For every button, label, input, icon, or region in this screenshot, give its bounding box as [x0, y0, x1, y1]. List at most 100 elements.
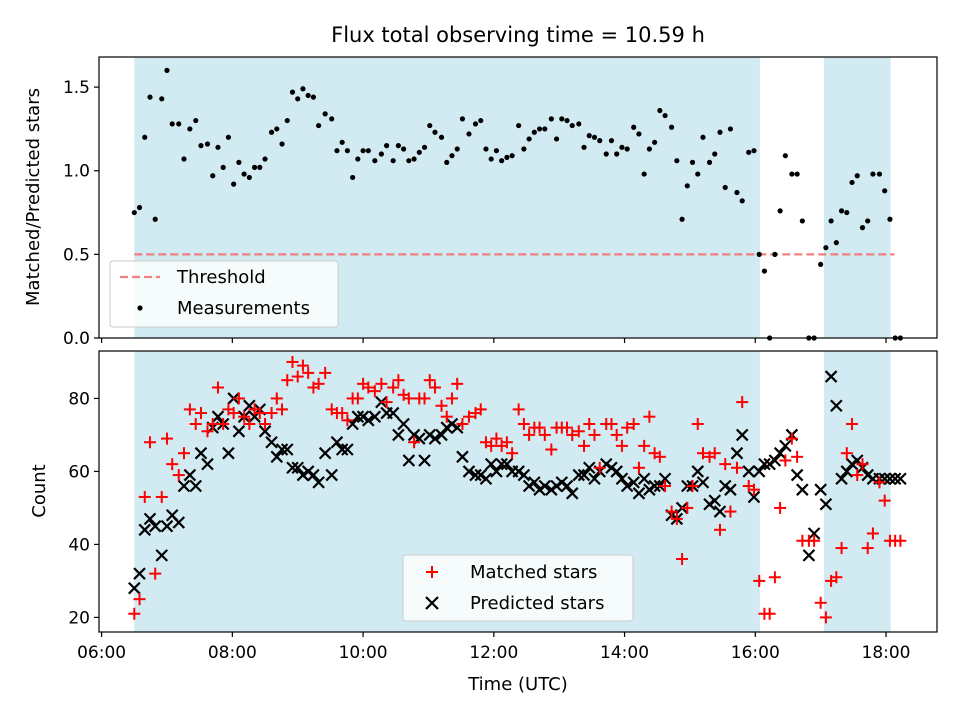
measurement-point [777, 208, 783, 214]
matched-star-marker [232, 392, 245, 405]
measurement-point [608, 138, 615, 144]
measurement-point [712, 151, 718, 157]
matched-star-marker [724, 505, 737, 518]
predicted-star-marker [341, 443, 354, 456]
matched-star-marker [194, 407, 207, 420]
predicted-star-marker [572, 468, 586, 482]
measurement-point [360, 148, 366, 154]
measurement-point [789, 171, 795, 177]
observing-window [823, 351, 891, 632]
predicted-star-marker [128, 581, 141, 595]
predicted-star-marker [402, 454, 416, 467]
matched-star-marker [866, 527, 879, 540]
matched-star-marker [578, 439, 591, 452]
chart-title: Flux total observing time = 10.59 h [331, 23, 705, 47]
measurement-point [152, 216, 158, 222]
measurement-point [225, 134, 232, 140]
matched-star-marker [808, 534, 821, 547]
matched-star-marker [686, 480, 699, 493]
measurement-point [344, 148, 350, 154]
measurement-point [236, 159, 242, 165]
predicted-star-marker [500, 457, 514, 471]
predicted-star-marker [397, 417, 410, 431]
measurement-point [131, 209, 137, 216]
measurement-point [169, 121, 175, 127]
matched-star-marker [155, 490, 168, 503]
measurement-point [416, 149, 422, 155]
matched-star-marker [485, 439, 498, 452]
measurement-point [329, 116, 335, 122]
measurement-point [657, 107, 663, 114]
x-tick-label: 14:00 [600, 643, 649, 663]
y-tick-label: 80 [68, 389, 90, 409]
measurement-point [231, 181, 237, 187]
y-tick-label: 1.0 [63, 162, 90, 182]
predicted-star-marker [620, 479, 634, 493]
matched-star-marker [166, 458, 179, 471]
predicted-star-marker [648, 479, 661, 493]
matched-star-marker [143, 436, 156, 449]
measurement-point [876, 171, 883, 177]
predicted-star-marker [222, 446, 235, 460]
measurement-point [251, 164, 258, 170]
measurement-point [695, 171, 701, 177]
measurement-point [215, 144, 221, 150]
predicted-star-marker [351, 410, 365, 423]
predicted-star-marker [840, 465, 854, 478]
measurement-point [427, 122, 433, 129]
measurement-point [553, 136, 560, 142]
matched-star-marker [753, 574, 766, 587]
matched-star-marker [312, 377, 325, 390]
matched-star-marker [451, 377, 464, 390]
measurement-point [636, 131, 642, 137]
matched-star-marker [286, 355, 299, 368]
predicted-star-marker [560, 479, 574, 493]
measurement-point [438, 134, 445, 140]
predicted-star-marker [610, 465, 623, 478]
predicted-star-marker [194, 446, 208, 460]
matched-star-marker [259, 417, 272, 430]
bottom-axes-frame [98, 350, 938, 633]
matched-star-marker [238, 410, 251, 423]
predicted-star-marker [538, 479, 552, 493]
bottom-y-axis-label: Count [29, 464, 50, 517]
matched-star-marker [402, 392, 415, 405]
measurement-point [717, 129, 723, 135]
matched-star-marker [375, 377, 388, 390]
predicted-star-marker [637, 472, 651, 486]
x-tick-label: 08:00 [208, 643, 257, 663]
predicted-star-marker [335, 443, 349, 456]
measurement-point [833, 240, 839, 246]
measurement-point [844, 209, 850, 216]
measurement-point [576, 121, 582, 127]
x-tick-label: 18:00 [862, 643, 911, 663]
predicted-star-marker [265, 435, 278, 449]
measurement-point [761, 268, 768, 274]
measurement-point [536, 126, 543, 132]
predicted-star-marker [325, 468, 338, 482]
measurement-point [246, 174, 252, 181]
matched-star-marker [172, 469, 185, 482]
measurement-point [279, 141, 285, 147]
matched-star-marker [138, 490, 151, 503]
predicted-star-marker [742, 465, 756, 478]
matched-star-marker [774, 501, 787, 514]
measurement-point [794, 171, 800, 177]
measurement-point [334, 148, 340, 154]
matched-star-marker [785, 432, 798, 445]
matched-star-marker [593, 461, 606, 474]
matched-star-marker [291, 370, 304, 383]
predicted-star-marker [758, 457, 771, 471]
matched-star-marker [128, 607, 141, 620]
measurement-point [159, 96, 165, 102]
measurement-point [586, 133, 592, 139]
matched-star-marker [638, 439, 651, 452]
predicted-star-marker [796, 483, 809, 496]
measurement-point [449, 153, 455, 159]
matched-star-marker [588, 428, 601, 441]
predicted-star-marker [883, 472, 897, 486]
bottom-legend-box [402, 554, 634, 622]
predicted-star-marker [565, 487, 579, 500]
measurement-point [406, 158, 412, 164]
measurement-point [395, 143, 401, 149]
